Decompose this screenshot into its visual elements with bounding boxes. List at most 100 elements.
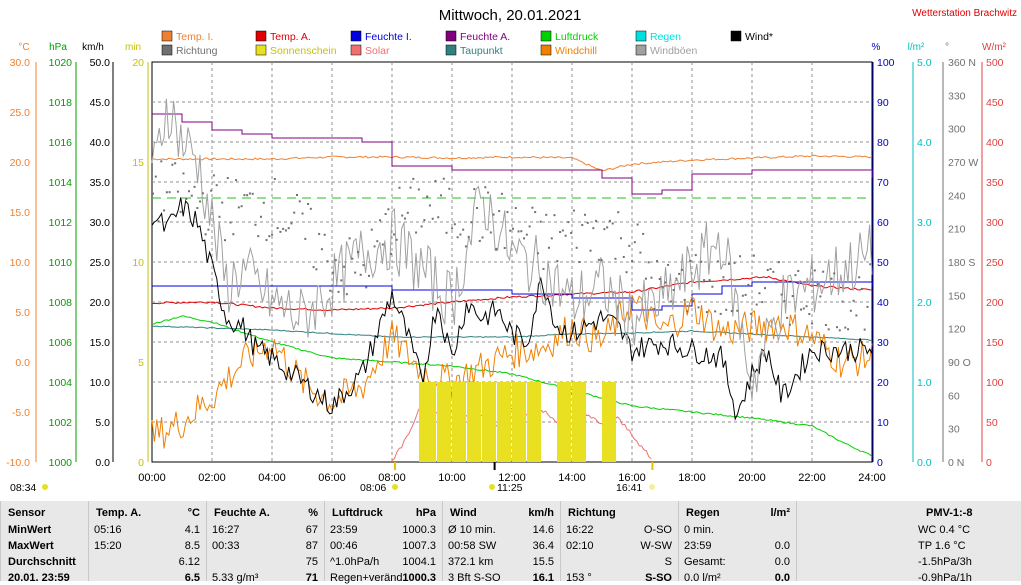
direction-point xyxy=(595,219,598,222)
direction-point xyxy=(268,235,271,238)
direction-point xyxy=(606,226,609,229)
direction-point xyxy=(232,233,235,236)
direction-point xyxy=(248,192,251,195)
direction-point xyxy=(764,287,766,290)
legend-label: Wind* xyxy=(745,31,773,43)
summary-header: Feuchte A. xyxy=(214,507,270,519)
y-tick-label: 1014 xyxy=(49,177,73,189)
direction-point xyxy=(705,311,708,314)
direction-point xyxy=(714,310,717,313)
series-layer xyxy=(151,98,873,462)
legend-swatch xyxy=(635,30,647,42)
direction-point xyxy=(290,222,293,225)
direction-point xyxy=(262,201,265,204)
direction-point xyxy=(728,262,730,265)
summary-cell-value: 16.1 xyxy=(532,572,554,584)
direction-point xyxy=(620,237,622,240)
summary-header-unit: km/h xyxy=(528,507,554,519)
sun-events: 08:34 08:06 11:25 16:41 xyxy=(10,462,655,494)
direction-point xyxy=(822,270,825,273)
summary-cell-note: Ø 10 min. xyxy=(448,524,496,536)
summary-cell-value: 1007.3 xyxy=(402,540,436,552)
summary-cell-note: 0 min. xyxy=(684,524,714,536)
summary-cell-value: 8.5 xyxy=(184,540,200,552)
direction-point xyxy=(603,228,606,231)
direction-point xyxy=(592,227,595,230)
direction-point xyxy=(550,237,553,240)
direction-point xyxy=(379,219,382,222)
y-tick-label: 10 xyxy=(877,417,889,429)
direction-point xyxy=(368,274,370,277)
direction-point xyxy=(669,300,672,303)
direction-point xyxy=(697,306,700,309)
y-tick-label: 15.0 xyxy=(10,207,31,219)
direction-point xyxy=(561,229,564,232)
direction-point xyxy=(711,285,714,288)
y-axis-unit: % xyxy=(872,42,881,53)
summary-header: Regen xyxy=(686,507,720,519)
sunset-icon xyxy=(649,484,655,490)
summary-column xyxy=(796,501,1021,581)
summary-header: Wind xyxy=(450,507,477,519)
summary-table: Sensor Temp. A. °C Feuchte A.% Luftdruck hPa W… xyxy=(0,501,1021,584)
direction-point xyxy=(769,268,772,271)
direction-point xyxy=(271,233,274,236)
y-tick-label: 330 xyxy=(948,90,966,102)
sunshine-bar xyxy=(482,382,496,462)
summary-header-unit: °C xyxy=(187,507,200,519)
series-temp-i- xyxy=(151,154,873,172)
y-tick-label: 5.0 xyxy=(95,417,110,429)
direction-point xyxy=(221,201,224,204)
direction-point xyxy=(584,213,586,216)
summary-column xyxy=(206,501,325,581)
direction-point xyxy=(409,186,412,189)
y-tick-label: 240 xyxy=(948,190,966,202)
direction-point xyxy=(390,252,393,255)
event-day-start: 08:34 xyxy=(10,482,36,494)
direction-point xyxy=(708,279,711,282)
summary-cell-note: ^1.0hPa/h xyxy=(330,556,380,568)
direction-point xyxy=(747,283,750,286)
direction-point xyxy=(802,307,805,310)
direction-point xyxy=(528,225,531,228)
y-tick-label: 1006 xyxy=(49,337,73,349)
direction-point xyxy=(750,312,753,315)
direction-point xyxy=(478,239,481,242)
direction-point xyxy=(628,244,631,247)
direction-point xyxy=(362,264,365,267)
y-tick-label: 5 xyxy=(138,357,144,369)
direction-point xyxy=(437,216,440,219)
direction-point xyxy=(733,261,736,264)
series-luftdruck xyxy=(151,315,873,458)
direction-point xyxy=(578,261,581,264)
direction-point xyxy=(520,230,523,233)
y-tick-label: 3.0 xyxy=(917,217,932,229)
direction-point xyxy=(359,273,362,276)
direction-point xyxy=(293,211,296,214)
direction-point xyxy=(398,186,401,189)
sunrise-icon xyxy=(392,484,398,490)
direction-point xyxy=(345,293,348,296)
direction-point xyxy=(827,328,830,331)
direction-point xyxy=(722,276,725,279)
summary-cell-value: 87 xyxy=(305,540,318,552)
direction-point xyxy=(642,232,645,235)
legend-swatch xyxy=(445,30,457,42)
legend-label: Feuchte A. xyxy=(460,31,510,43)
direction-point xyxy=(536,252,539,255)
direction-point xyxy=(758,292,761,295)
summary-column xyxy=(0,501,89,581)
summary-cell-value: S xyxy=(664,556,672,568)
summary-header: Temp. A. xyxy=(96,507,142,519)
direction-point xyxy=(329,289,332,292)
direction-point xyxy=(188,190,190,193)
y-tick-label: 40 xyxy=(877,297,889,309)
direction-point xyxy=(639,251,642,254)
direction-point xyxy=(777,261,780,264)
direction-point xyxy=(165,191,168,194)
summary-header: Luftdruck xyxy=(332,507,383,519)
direction-point xyxy=(791,295,794,298)
direction-point xyxy=(805,305,808,308)
y-tick-label: 15 xyxy=(132,157,144,169)
direction-point xyxy=(395,238,398,241)
